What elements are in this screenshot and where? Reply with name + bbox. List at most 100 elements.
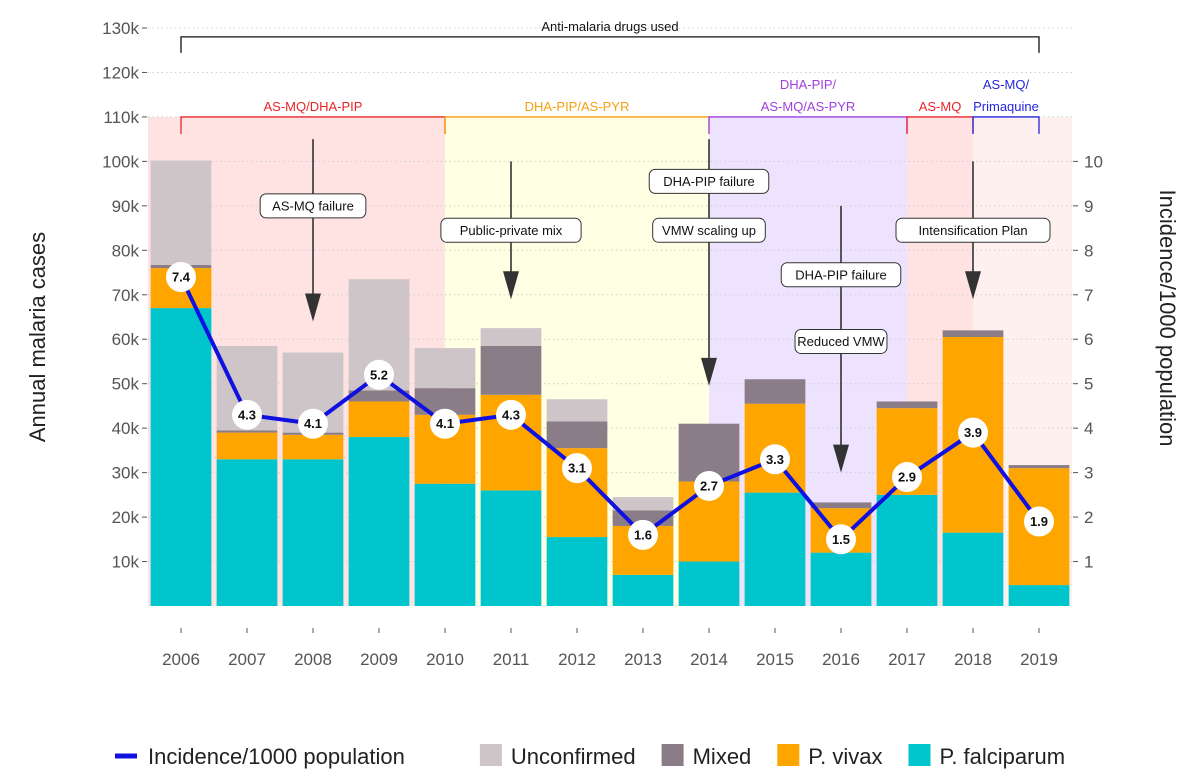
- x-tick-2019: 2019: [1020, 650, 1058, 669]
- incidence-point-2012: [562, 453, 592, 484]
- legend-item-p-falciparum: P. falciparum: [908, 744, 1065, 769]
- incidence-point-2008: [298, 408, 328, 439]
- callout-box-dha-pip-failure: [780, 262, 902, 288]
- incidence-point-2014: [694, 470, 724, 501]
- y2-tick-5: 5: [1084, 375, 1093, 394]
- period-label-dha-pip-as-pyr: DHA-PIP/AS-PYR: [525, 99, 630, 114]
- period-label-as-mq-as-pyr: AS-MQ/AS-PYR: [761, 99, 856, 114]
- bar-2008-p-falciparum: [282, 459, 344, 606]
- event-arrow-2014: DHA-PIP failure VMW scaling up: [648, 139, 770, 386]
- incidence-label-2007: 4.3: [238, 407, 256, 422]
- drug-bracket-label: Anti-malaria drugs used: [541, 19, 678, 34]
- callout-dha-pip-failure: DHA-PIP failure: [795, 267, 887, 282]
- legend-key-unconfirmed: [479, 744, 502, 766]
- y-axis-title: Annual malaria cases: [25, 232, 50, 442]
- y-tick-80000: 80k: [112, 241, 140, 260]
- period-shade-dha-pip-as-mq-as-pyr: [709, 116, 907, 606]
- bar-2007-mixed: [216, 430, 278, 433]
- bar-2007-p-vivax: [216, 432, 278, 460]
- legend: Incidence/1000 population Unconfirmed Mixe…: [115, 744, 1065, 769]
- incidence-point-2017: [892, 462, 922, 493]
- y2-tick-8: 8: [1084, 241, 1093, 260]
- y-tick-10000: 10k: [112, 553, 140, 572]
- bar-2014-p-falciparum: [678, 561, 740, 606]
- axes: 10k 20k 30k 40k 50k 60k 70k 80k 90k 100k 110k 120k 1…: [25, 19, 1180, 669]
- y2-tick-10: 10: [1084, 152, 1103, 171]
- y2-tick-7: 7: [1084, 286, 1093, 305]
- callout-box-public-private-mix: [440, 217, 582, 243]
- legend-label-mixed: Mixed: [693, 744, 752, 769]
- arrow-head-2018: [965, 271, 981, 300]
- bar-2018-mixed: [942, 330, 1004, 338]
- bar-2011-p-falciparum: [480, 490, 542, 606]
- y-tick-120000: 120k: [102, 63, 139, 82]
- y2-tick-4: 4: [1084, 419, 1093, 438]
- bar-2015-mixed: [744, 379, 806, 404]
- event-arrows: AS-MQ failure Public-private mix DHA-PIP f…: [259, 139, 1051, 473]
- bar-2017-p-falciparum: [876, 494, 938, 606]
- y-tick-40000: 40k: [112, 419, 140, 438]
- period-label-as-mq: AS-MQ: [919, 99, 962, 114]
- incidence-label-2012: 3.1: [568, 461, 586, 476]
- y-tick-130000: 130k: [102, 19, 139, 38]
- incidence-point-2016: [826, 524, 856, 555]
- legend-key-mixed: [661, 744, 684, 766]
- incidence-point-2019: [1024, 506, 1054, 537]
- callout-box-as-mq-failure: [259, 193, 367, 219]
- incidence-point-2011: [496, 399, 526, 430]
- bar-2013-p-falciparum: [612, 574, 674, 606]
- callout-public-private-mix: Public-private mix: [460, 223, 563, 238]
- callout-box-dha-pip-failure: [648, 168, 770, 194]
- arrow-head-2011: [503, 271, 519, 300]
- y-tick-30000: 30k: [112, 464, 140, 483]
- y2-tick-2: 2: [1084, 508, 1093, 527]
- incidence-label-2006: 7.4: [172, 269, 191, 284]
- y-tick-110000: 110k: [103, 108, 139, 127]
- period-label-primaquine: Primaquine: [973, 99, 1039, 114]
- y2-axis-title: Incidence/1000 population: [1155, 190, 1180, 447]
- incidence-point-2015: [760, 444, 790, 475]
- incidence-point-2010: [430, 408, 460, 439]
- callout-as-mq-failure: AS-MQ failure: [272, 198, 354, 213]
- period-bracket-as-mq-primaquine: [972, 116, 1040, 134]
- x-tick-2010: 2010: [426, 650, 464, 669]
- x-tick-2015: 2015: [756, 650, 794, 669]
- legend-label-p-vivax: P. vivax: [808, 744, 882, 769]
- callout-box-reduced-vmw: [794, 328, 888, 354]
- x-tick-2011: 2011: [493, 650, 530, 669]
- arrow-head-2008: [305, 293, 321, 322]
- bar-2009-mixed: [348, 390, 410, 402]
- callout-reduced-vmw: Reduced VMW: [797, 334, 885, 349]
- legend-key-p-falciparum: [908, 744, 931, 766]
- x-tick-2012: 2012: [558, 650, 596, 669]
- event-arrow-2018: Intensification Plan: [895, 161, 1051, 300]
- incidence-point-2009: [364, 359, 394, 390]
- bar-2009-p-vivax: [348, 401, 410, 438]
- incidence-label-2014: 2.7: [700, 478, 718, 493]
- y-tick-50000: 50k: [112, 375, 140, 394]
- incidence-point-2006: [166, 261, 196, 292]
- legend-label-p-falciparum: P. falciparum: [939, 744, 1065, 769]
- y2-tick-9: 9: [1084, 197, 1093, 216]
- callout-dha-pip-failure: DHA-PIP failure: [663, 174, 755, 189]
- x-tick-2007: 2007: [228, 650, 266, 669]
- callout-intensification-plan: Intensification Plan: [918, 223, 1027, 238]
- x-tick-2006: 2006: [162, 650, 200, 669]
- y2-tick-1: 1: [1084, 553, 1093, 572]
- legend-label-unconfirmed: Unconfirmed: [511, 744, 636, 769]
- incidence-label-2019: 1.9: [1030, 514, 1048, 529]
- incidence-label-2015: 3.3: [766, 452, 784, 467]
- incidence-point-2013: [628, 519, 658, 550]
- arrow-head-2014: [701, 357, 717, 386]
- bar-2011-mixed: [480, 345, 542, 395]
- period-label-as-mq: AS-MQ/: [983, 77, 1030, 92]
- bar-2009-p-falciparum: [348, 437, 410, 606]
- event-arrow-2008: AS-MQ failure: [259, 139, 367, 322]
- legend-label-incidence-1000-population: Incidence/1000 population: [148, 744, 405, 769]
- bar-2010-p-falciparum: [414, 483, 476, 606]
- bar-2017-mixed: [876, 401, 938, 409]
- incidence-label-2013: 1.6: [634, 527, 652, 542]
- legend-item-mixed: Mixed: [661, 744, 752, 769]
- bar-2007-p-falciparum: [216, 459, 278, 606]
- legend-item-unconfirmed: Unconfirmed: [479, 744, 636, 769]
